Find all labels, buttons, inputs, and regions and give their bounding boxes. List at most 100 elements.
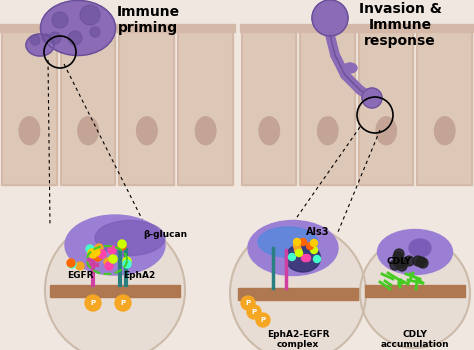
Circle shape: [45, 220, 185, 350]
Circle shape: [52, 12, 68, 28]
Text: β-glucan: β-glucan: [143, 230, 187, 239]
Bar: [240, 24, 474, 32]
Circle shape: [85, 295, 101, 311]
Circle shape: [108, 246, 116, 254]
Circle shape: [92, 248, 100, 256]
Ellipse shape: [377, 230, 453, 274]
Circle shape: [105, 262, 113, 270]
Circle shape: [289, 253, 295, 260]
Circle shape: [115, 295, 131, 311]
Bar: [119, 30, 174, 185]
Ellipse shape: [259, 117, 280, 145]
Text: P: P: [260, 317, 265, 323]
Ellipse shape: [285, 244, 320, 272]
Bar: [359, 30, 413, 185]
Ellipse shape: [258, 227, 318, 257]
Ellipse shape: [26, 34, 54, 56]
Circle shape: [294, 246, 301, 253]
Circle shape: [303, 254, 310, 261]
Text: P: P: [251, 309, 256, 315]
Circle shape: [404, 256, 414, 266]
Circle shape: [256, 313, 270, 327]
Circle shape: [90, 27, 100, 37]
Circle shape: [80, 5, 100, 25]
Circle shape: [98, 250, 106, 258]
Bar: [178, 30, 233, 185]
Bar: [119, 30, 174, 185]
Circle shape: [310, 239, 318, 246]
Circle shape: [394, 258, 404, 268]
Bar: [301, 30, 355, 185]
Bar: [242, 30, 297, 185]
Circle shape: [413, 256, 423, 266]
Text: P: P: [120, 300, 126, 306]
Ellipse shape: [435, 117, 455, 145]
Circle shape: [118, 240, 126, 248]
Bar: [50, 285, 180, 297]
Bar: [61, 30, 116, 185]
Circle shape: [310, 246, 318, 253]
Ellipse shape: [65, 215, 165, 275]
Circle shape: [76, 262, 84, 270]
Circle shape: [67, 259, 75, 267]
Circle shape: [89, 250, 97, 258]
Bar: [61, 30, 116, 185]
Ellipse shape: [343, 63, 357, 73]
Text: Immune
priming: Immune priming: [117, 5, 180, 35]
Ellipse shape: [195, 117, 216, 145]
Circle shape: [301, 254, 309, 261]
Bar: [242, 30, 297, 185]
Bar: [178, 30, 233, 185]
Ellipse shape: [409, 239, 431, 257]
Circle shape: [86, 245, 94, 253]
Bar: [2, 30, 57, 185]
Circle shape: [307, 243, 313, 250]
Circle shape: [123, 257, 131, 265]
Circle shape: [397, 261, 407, 271]
Bar: [418, 30, 472, 185]
Text: CDLY: CDLY: [387, 258, 412, 266]
Ellipse shape: [95, 220, 165, 256]
Circle shape: [123, 260, 131, 268]
Circle shape: [241, 296, 255, 310]
Ellipse shape: [318, 117, 338, 145]
Bar: [365, 285, 465, 297]
Text: P: P: [246, 300, 251, 306]
Circle shape: [293, 243, 301, 250]
Bar: [418, 30, 472, 185]
Bar: [238, 288, 358, 300]
Circle shape: [394, 249, 404, 259]
Text: EphA2: EphA2: [123, 272, 155, 280]
Circle shape: [109, 255, 117, 263]
Ellipse shape: [137, 117, 157, 145]
Bar: [359, 30, 413, 185]
Circle shape: [390, 260, 400, 270]
Text: Als3: Als3: [306, 227, 329, 237]
Circle shape: [88, 249, 96, 257]
Circle shape: [312, 0, 348, 36]
Text: P: P: [91, 300, 96, 306]
Circle shape: [95, 244, 103, 252]
Text: EGFR: EGFR: [67, 272, 93, 280]
Circle shape: [300, 238, 307, 245]
Circle shape: [362, 88, 382, 108]
Ellipse shape: [78, 117, 99, 145]
Circle shape: [68, 31, 82, 45]
Ellipse shape: [40, 0, 116, 56]
Ellipse shape: [248, 220, 338, 275]
Circle shape: [42, 34, 50, 42]
Circle shape: [360, 238, 470, 348]
Circle shape: [247, 305, 261, 319]
Text: EphA2-EGFR
complex: EphA2-EGFR complex: [267, 330, 329, 349]
Circle shape: [418, 258, 428, 268]
Circle shape: [30, 35, 40, 45]
Circle shape: [416, 257, 426, 267]
Circle shape: [313, 256, 320, 262]
Circle shape: [398, 258, 408, 268]
Text: CDLY
accumulation: CDLY accumulation: [381, 330, 449, 349]
Circle shape: [118, 242, 126, 250]
Ellipse shape: [376, 117, 396, 145]
Circle shape: [94, 253, 102, 261]
Bar: [2, 30, 57, 185]
Ellipse shape: [19, 117, 40, 145]
